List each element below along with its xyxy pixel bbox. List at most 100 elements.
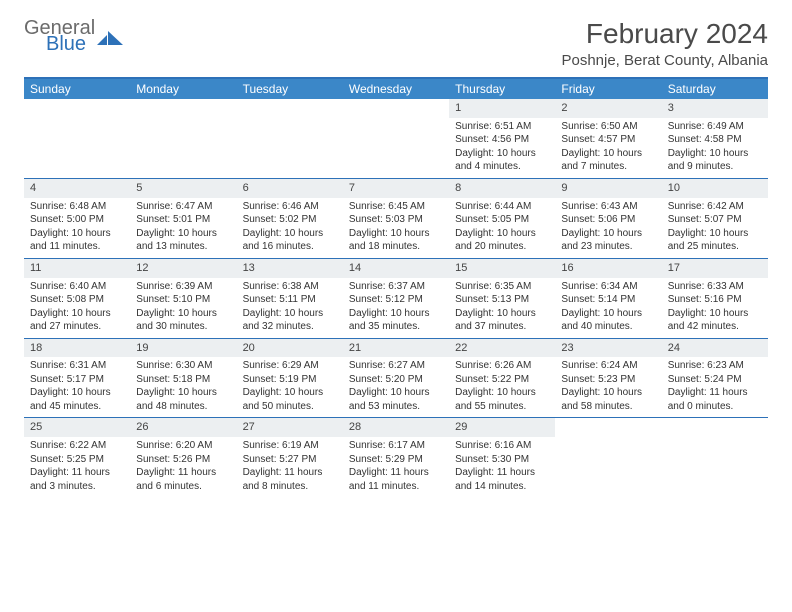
- daylight-text: Daylight: 10 hours: [455, 147, 549, 161]
- dow-header-row: SundayMondayTuesdayWednesdayThursdayFrid…: [24, 79, 768, 99]
- day-cell: 6Sunrise: 6:46 AMSunset: 5:02 PMDaylight…: [237, 179, 343, 258]
- week-row: 25Sunrise: 6:22 AMSunset: 5:25 PMDayligh…: [24, 417, 768, 497]
- daylight-text: and 27 minutes.: [30, 320, 124, 334]
- day-body: Sunrise: 6:47 AMSunset: 5:01 PMDaylight:…: [130, 198, 236, 258]
- daylight-text: Daylight: 10 hours: [455, 307, 549, 321]
- daylight-text: Daylight: 10 hours: [136, 227, 230, 241]
- week-row: 18Sunrise: 6:31 AMSunset: 5:17 PMDayligh…: [24, 338, 768, 418]
- daylight-text: and 53 minutes.: [349, 400, 443, 414]
- day-cell: 22Sunrise: 6:26 AMSunset: 5:22 PMDayligh…: [449, 339, 555, 418]
- day-number: 18: [24, 339, 130, 358]
- daylight-text: and 9 minutes.: [668, 160, 762, 174]
- day-number: [237, 99, 343, 103]
- daylight-text: Daylight: 10 hours: [561, 386, 655, 400]
- sunset-text: Sunset: 5:01 PM: [136, 213, 230, 227]
- day-number: 28: [343, 418, 449, 437]
- sunrise-text: Sunrise: 6:16 AM: [455, 439, 549, 453]
- sunrise-text: Sunrise: 6:17 AM: [349, 439, 443, 453]
- daylight-text: and 48 minutes.: [136, 400, 230, 414]
- daylight-text: and 23 minutes.: [561, 240, 655, 254]
- daylight-text: and 7 minutes.: [561, 160, 655, 174]
- dow-cell: Wednesday: [343, 79, 449, 99]
- daylight-text: and 45 minutes.: [30, 400, 124, 414]
- day-cell: 9Sunrise: 6:43 AMSunset: 5:06 PMDaylight…: [555, 179, 661, 258]
- day-number: 9: [555, 179, 661, 198]
- day-body: Sunrise: 6:46 AMSunset: 5:02 PMDaylight:…: [237, 198, 343, 258]
- day-number: 1: [449, 99, 555, 118]
- day-cell: 3Sunrise: 6:49 AMSunset: 4:58 PMDaylight…: [662, 99, 768, 178]
- day-body: Sunrise: 6:42 AMSunset: 5:07 PMDaylight:…: [662, 198, 768, 258]
- daylight-text: Daylight: 10 hours: [349, 307, 443, 321]
- brand-logo: General Blue: [24, 18, 125, 54]
- day-body: Sunrise: 6:49 AMSunset: 4:58 PMDaylight:…: [662, 118, 768, 178]
- sunrise-text: Sunrise: 6:37 AM: [349, 280, 443, 294]
- daylight-text: and 20 minutes.: [455, 240, 549, 254]
- day-number: [555, 418, 661, 422]
- day-number: 19: [130, 339, 236, 358]
- daylight-text: Daylight: 11 hours: [668, 386, 762, 400]
- day-number: 13: [237, 259, 343, 278]
- day-number: 10: [662, 179, 768, 198]
- sunset-text: Sunset: 5:29 PM: [349, 453, 443, 467]
- day-number: 17: [662, 259, 768, 278]
- daylight-text: and 37 minutes.: [455, 320, 549, 334]
- sunset-text: Sunset: 5:07 PM: [668, 213, 762, 227]
- day-number: 21: [343, 339, 449, 358]
- day-number: 29: [449, 418, 555, 437]
- sunrise-text: Sunrise: 6:33 AM: [668, 280, 762, 294]
- day-body: Sunrise: 6:51 AMSunset: 4:56 PMDaylight:…: [449, 118, 555, 178]
- day-cell: 13Sunrise: 6:38 AMSunset: 5:11 PMDayligh…: [237, 259, 343, 338]
- daylight-text: Daylight: 10 hours: [561, 227, 655, 241]
- day-number: 7: [343, 179, 449, 198]
- daylight-text: Daylight: 10 hours: [668, 227, 762, 241]
- day-body: Sunrise: 6:24 AMSunset: 5:23 PMDaylight:…: [555, 357, 661, 417]
- daylight-text: Daylight: 10 hours: [30, 386, 124, 400]
- sunset-text: Sunset: 4:58 PM: [668, 133, 762, 147]
- sunrise-text: Sunrise: 6:40 AM: [30, 280, 124, 294]
- day-cell: 15Sunrise: 6:35 AMSunset: 5:13 PMDayligh…: [449, 259, 555, 338]
- day-number: [24, 99, 130, 103]
- day-number: 11: [24, 259, 130, 278]
- sunrise-text: Sunrise: 6:46 AM: [243, 200, 337, 214]
- daylight-text: and 55 minutes.: [455, 400, 549, 414]
- day-cell: 25Sunrise: 6:22 AMSunset: 5:25 PMDayligh…: [24, 418, 130, 497]
- daylight-text: Daylight: 10 hours: [243, 307, 337, 321]
- daylight-text: Daylight: 10 hours: [136, 386, 230, 400]
- day-cell: 23Sunrise: 6:24 AMSunset: 5:23 PMDayligh…: [555, 339, 661, 418]
- day-body: Sunrise: 6:19 AMSunset: 5:27 PMDaylight:…: [237, 437, 343, 497]
- daylight-text: and 42 minutes.: [668, 320, 762, 334]
- day-number: 26: [130, 418, 236, 437]
- brand-text: General Blue: [24, 18, 95, 54]
- sunset-text: Sunset: 5:02 PM: [243, 213, 337, 227]
- sunset-text: Sunset: 5:12 PM: [349, 293, 443, 307]
- day-body: Sunrise: 6:43 AMSunset: 5:06 PMDaylight:…: [555, 198, 661, 258]
- day-body: Sunrise: 6:17 AMSunset: 5:29 PMDaylight:…: [343, 437, 449, 497]
- daylight-text: Daylight: 10 hours: [561, 307, 655, 321]
- daylight-text: and 11 minutes.: [30, 240, 124, 254]
- sunrise-text: Sunrise: 6:43 AM: [561, 200, 655, 214]
- daylight-text: Daylight: 10 hours: [30, 227, 124, 241]
- sunset-text: Sunset: 5:30 PM: [455, 453, 549, 467]
- daylight-text: and 30 minutes.: [136, 320, 230, 334]
- daylight-text: Daylight: 10 hours: [561, 147, 655, 161]
- sunrise-text: Sunrise: 6:42 AM: [668, 200, 762, 214]
- sunset-text: Sunset: 5:16 PM: [668, 293, 762, 307]
- day-cell: 2Sunrise: 6:50 AMSunset: 4:57 PMDaylight…: [555, 99, 661, 178]
- day-cell: 1Sunrise: 6:51 AMSunset: 4:56 PMDaylight…: [449, 99, 555, 178]
- sunrise-text: Sunrise: 6:29 AM: [243, 359, 337, 373]
- day-cell: 4Sunrise: 6:48 AMSunset: 5:00 PMDaylight…: [24, 179, 130, 258]
- day-cell: 16Sunrise: 6:34 AMSunset: 5:14 PMDayligh…: [555, 259, 661, 338]
- day-number: 12: [130, 259, 236, 278]
- sunset-text: Sunset: 5:23 PM: [561, 373, 655, 387]
- day-number: 20: [237, 339, 343, 358]
- daylight-text: and 14 minutes.: [455, 480, 549, 494]
- day-number: 2: [555, 99, 661, 118]
- daylight-text: Daylight: 10 hours: [455, 386, 549, 400]
- week-row: 4Sunrise: 6:48 AMSunset: 5:00 PMDaylight…: [24, 178, 768, 258]
- day-body: Sunrise: 6:45 AMSunset: 5:03 PMDaylight:…: [343, 198, 449, 258]
- dow-cell: Tuesday: [237, 79, 343, 99]
- day-cell: [24, 99, 130, 178]
- sunrise-text: Sunrise: 6:35 AM: [455, 280, 549, 294]
- sunrise-text: Sunrise: 6:47 AM: [136, 200, 230, 214]
- day-cell: [343, 99, 449, 178]
